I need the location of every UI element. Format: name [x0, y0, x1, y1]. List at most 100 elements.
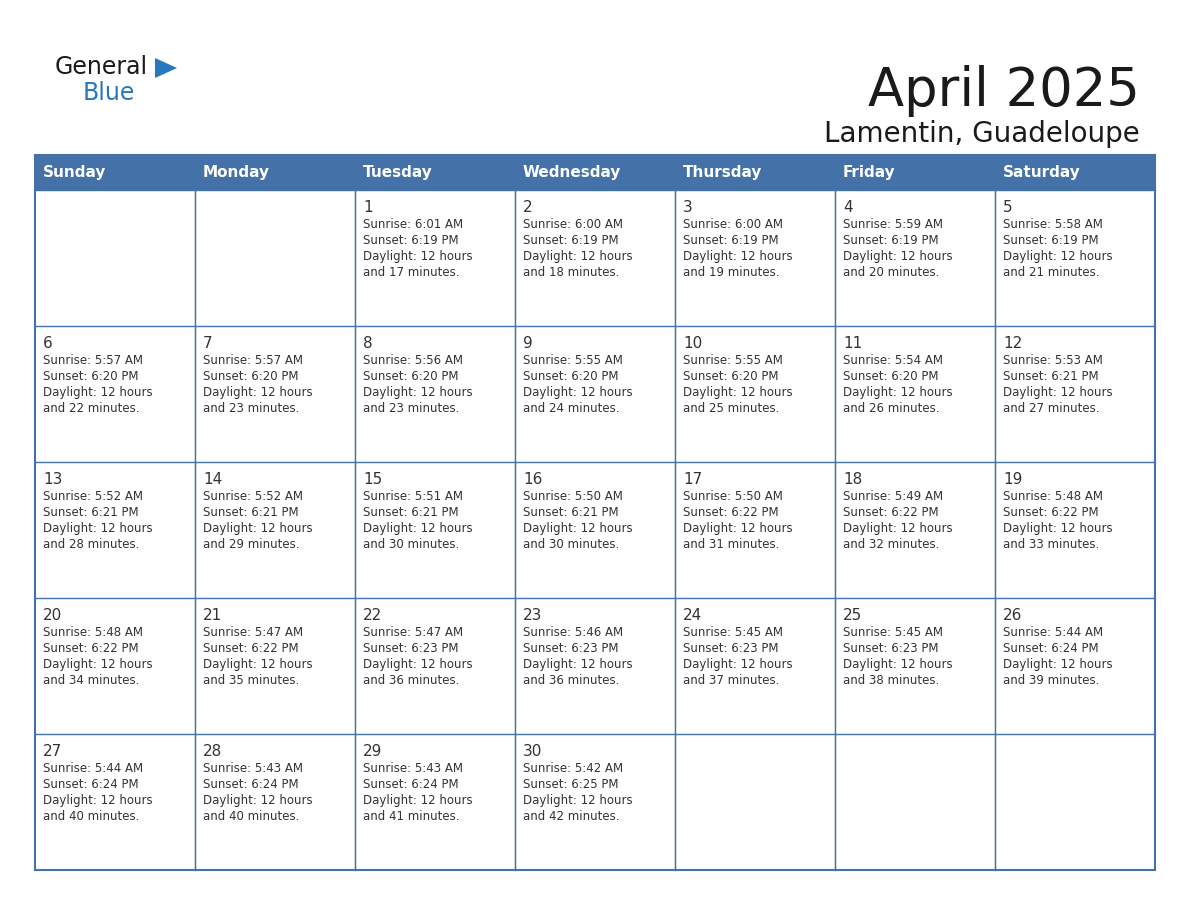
Text: Sunset: 6:22 PM: Sunset: 6:22 PM	[683, 506, 778, 519]
Bar	[355, 155, 516, 190]
Text: Daylight: 12 hours: Daylight: 12 hours	[43, 794, 152, 807]
Text: and 21 minutes.: and 21 minutes.	[1003, 266, 1100, 279]
Text: Sunset: 6:21 PM: Sunset: 6:21 PM	[364, 506, 459, 519]
Text: Wednesday: Wednesday	[523, 165, 621, 180]
Text: Tuesday: Tuesday	[364, 165, 432, 180]
Text: Daylight: 12 hours: Daylight: 12 hours	[843, 522, 953, 535]
Text: and 30 minutes.: and 30 minutes.	[523, 538, 619, 551]
Text: Sunrise: 5:45 AM: Sunrise: 5:45 AM	[683, 626, 783, 639]
Text: 1: 1	[364, 200, 373, 215]
Text: 9: 9	[523, 336, 532, 351]
Text: Sunrise: 5:55 AM: Sunrise: 5:55 AM	[683, 354, 783, 367]
Text: Sunrise: 5:48 AM: Sunrise: 5:48 AM	[43, 626, 143, 639]
Text: Sunset: 6:19 PM: Sunset: 6:19 PM	[843, 234, 939, 247]
Text: and 36 minutes.: and 36 minutes.	[364, 674, 460, 687]
Text: Sunset: 6:19 PM: Sunset: 6:19 PM	[683, 234, 778, 247]
Text: Sunrise: 5:54 AM: Sunrise: 5:54 AM	[843, 354, 943, 367]
Text: 17: 17	[683, 472, 702, 487]
Text: Saturday: Saturday	[1003, 165, 1081, 180]
Text: 25: 25	[843, 608, 862, 623]
Bar	[34, 155, 1155, 870]
Text: and 36 minutes.: and 36 minutes.	[523, 674, 619, 687]
Text: and 38 minutes.: and 38 minutes.	[843, 674, 940, 687]
Text: 24: 24	[683, 608, 702, 623]
Text: Daylight: 12 hours: Daylight: 12 hours	[203, 658, 312, 671]
Text: Sunrise: 5:44 AM: Sunrise: 5:44 AM	[43, 762, 143, 775]
Text: Sunrise: 5:43 AM: Sunrise: 5:43 AM	[203, 762, 303, 775]
Text: and 24 minutes.: and 24 minutes.	[523, 402, 619, 415]
Text: 2: 2	[523, 200, 532, 215]
Polygon shape	[154, 58, 177, 78]
Text: Friday: Friday	[843, 165, 896, 180]
Text: and 30 minutes.: and 30 minutes.	[364, 538, 460, 551]
Text: Monday: Monday	[203, 165, 270, 180]
Text: Sunrise: 6:00 AM: Sunrise: 6:00 AM	[523, 218, 623, 231]
Text: 7: 7	[203, 336, 213, 351]
Text: Sunset: 6:22 PM: Sunset: 6:22 PM	[1003, 506, 1099, 519]
Text: Sunset: 6:21 PM: Sunset: 6:21 PM	[1003, 370, 1099, 383]
Text: Sunset: 6:20 PM: Sunset: 6:20 PM	[843, 370, 939, 383]
Text: Lamentin, Guadeloupe: Lamentin, Guadeloupe	[824, 120, 1140, 148]
Text: Sunset: 6:23 PM: Sunset: 6:23 PM	[364, 642, 459, 655]
Text: 5: 5	[1003, 200, 1012, 215]
Text: 15: 15	[364, 472, 383, 487]
Text: 14: 14	[203, 472, 222, 487]
Text: Sunset: 6:20 PM: Sunset: 6:20 PM	[43, 370, 139, 383]
Text: Daylight: 12 hours: Daylight: 12 hours	[364, 658, 473, 671]
Text: Daylight: 12 hours: Daylight: 12 hours	[843, 658, 953, 671]
Text: 21: 21	[203, 608, 222, 623]
Text: Daylight: 12 hours: Daylight: 12 hours	[364, 522, 473, 535]
Text: Daylight: 12 hours: Daylight: 12 hours	[1003, 522, 1113, 535]
Text: Sunset: 6:25 PM: Sunset: 6:25 PM	[523, 778, 619, 791]
Text: Sunrise: 5:46 AM: Sunrise: 5:46 AM	[523, 626, 624, 639]
Text: Daylight: 12 hours: Daylight: 12 hours	[843, 250, 953, 263]
Text: Daylight: 12 hours: Daylight: 12 hours	[203, 386, 312, 399]
Text: Sunrise: 5:58 AM: Sunrise: 5:58 AM	[1003, 218, 1102, 231]
Text: and 28 minutes.: and 28 minutes.	[43, 538, 139, 551]
Text: and 39 minutes.: and 39 minutes.	[1003, 674, 1099, 687]
Text: Sunset: 6:22 PM: Sunset: 6:22 PM	[203, 642, 298, 655]
Text: Sunrise: 5:44 AM: Sunrise: 5:44 AM	[1003, 626, 1104, 639]
Text: and 22 minutes.: and 22 minutes.	[43, 402, 139, 415]
Text: and 18 minutes.: and 18 minutes.	[523, 266, 619, 279]
Text: Sunset: 6:24 PM: Sunset: 6:24 PM	[43, 778, 139, 791]
Text: Sunrise: 5:59 AM: Sunrise: 5:59 AM	[843, 218, 943, 231]
Text: Daylight: 12 hours: Daylight: 12 hours	[843, 386, 953, 399]
Text: Daylight: 12 hours: Daylight: 12 hours	[364, 250, 473, 263]
Text: and 41 minutes.: and 41 minutes.	[364, 810, 460, 823]
Text: and 19 minutes.: and 19 minutes.	[683, 266, 779, 279]
Text: Daylight: 12 hours: Daylight: 12 hours	[364, 386, 473, 399]
Text: Sunset: 6:21 PM: Sunset: 6:21 PM	[523, 506, 619, 519]
Text: Sunday: Sunday	[43, 165, 107, 180]
Text: 28: 28	[203, 744, 222, 759]
Text: General: General	[55, 55, 148, 79]
Text: Sunset: 6:22 PM: Sunset: 6:22 PM	[843, 506, 939, 519]
Text: 20: 20	[43, 608, 62, 623]
Text: 6: 6	[43, 336, 52, 351]
Text: Daylight: 12 hours: Daylight: 12 hours	[683, 658, 792, 671]
Text: Sunset: 6:24 PM: Sunset: 6:24 PM	[1003, 642, 1099, 655]
Text: Daylight: 12 hours: Daylight: 12 hours	[203, 794, 312, 807]
Text: Daylight: 12 hours: Daylight: 12 hours	[523, 250, 633, 263]
Text: 3: 3	[683, 200, 693, 215]
Text: Blue: Blue	[83, 81, 135, 105]
Text: 22: 22	[364, 608, 383, 623]
Text: Daylight: 12 hours: Daylight: 12 hours	[523, 522, 633, 535]
Text: Sunrise: 5:56 AM: Sunrise: 5:56 AM	[364, 354, 463, 367]
Bar	[675, 155, 835, 190]
Text: 10: 10	[683, 336, 702, 351]
Text: Sunset: 6:20 PM: Sunset: 6:20 PM	[683, 370, 778, 383]
Text: Daylight: 12 hours: Daylight: 12 hours	[203, 522, 312, 535]
Text: Daylight: 12 hours: Daylight: 12 hours	[1003, 250, 1113, 263]
Text: Sunset: 6:19 PM: Sunset: 6:19 PM	[364, 234, 459, 247]
Text: and 29 minutes.: and 29 minutes.	[203, 538, 299, 551]
Text: and 23 minutes.: and 23 minutes.	[364, 402, 460, 415]
Text: and 40 minutes.: and 40 minutes.	[43, 810, 139, 823]
Text: Sunset: 6:24 PM: Sunset: 6:24 PM	[364, 778, 459, 791]
Bar	[516, 155, 675, 190]
Text: Daylight: 12 hours: Daylight: 12 hours	[523, 794, 633, 807]
Text: 29: 29	[364, 744, 383, 759]
Text: Sunset: 6:23 PM: Sunset: 6:23 PM	[683, 642, 778, 655]
Text: Sunrise: 5:52 AM: Sunrise: 5:52 AM	[203, 490, 303, 503]
Text: Sunrise: 5:55 AM: Sunrise: 5:55 AM	[523, 354, 623, 367]
